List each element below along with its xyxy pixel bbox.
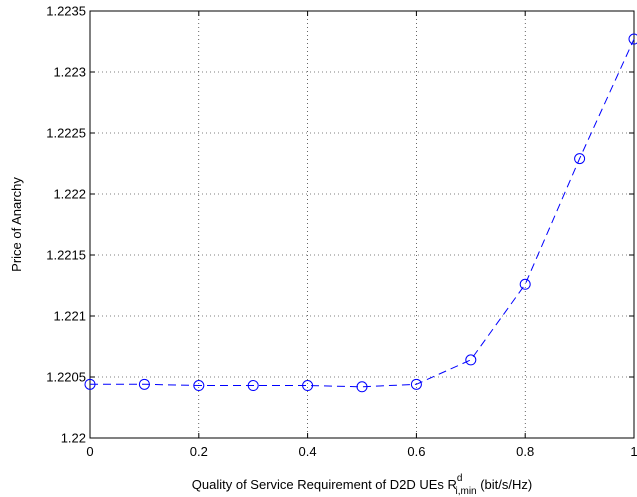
data-point-marker [193, 380, 205, 392]
data-point-marker [465, 354, 477, 366]
data-point-marker [138, 378, 150, 390]
x-tick-label: 1 [630, 444, 637, 459]
data-point-marker [247, 380, 259, 392]
x-axis-label-prefix: Quality of Service Requirement of D2D UE… [192, 477, 457, 492]
x-axis-label-subscript: i,min [455, 486, 476, 497]
x-axis-label-superscript: d [457, 473, 463, 484]
y-tick-label: 1.2235 [46, 4, 86, 19]
x-axis-label: Quality of Service Requirement of D2D UE… [192, 473, 532, 497]
data-point-marker [410, 378, 422, 390]
y-tick-label: 1.221 [53, 309, 86, 324]
data-point-marker [574, 153, 586, 165]
x-tick-label: 0.4 [299, 444, 317, 459]
data-point-marker [302, 380, 314, 392]
x-axis-label-suffix: (bit/s/Hz) [477, 477, 533, 492]
axis-ticks: 0 0.2 0.4 0.6 0.8 1 1.22 1.2205 1.221 1.2215 1.222… [46, 4, 637, 460]
data-point-marker [628, 33, 637, 45]
y-tick-label: 1.223 [53, 65, 86, 80]
y-tick-label: 1.2225 [46, 126, 86, 141]
y-tick-label: 1.2215 [46, 248, 86, 263]
x-tick-label: 0.8 [516, 444, 534, 459]
y-tick-label: 1.2205 [46, 370, 86, 385]
plot-area-frame [89, 10, 635, 439]
x-tick-label: 0 [86, 444, 93, 459]
data-point-marker [84, 378, 96, 390]
series-group [84, 33, 637, 393]
y-tick-label: 1.222 [53, 187, 86, 202]
y-axis-label: Price of Anarchy [9, 177, 24, 272]
series-line [90, 38, 635, 388]
x-tick-label: 0.6 [407, 444, 425, 459]
y-tick-label: 1.22 [61, 431, 86, 446]
data-point-marker [519, 278, 531, 290]
x-tick-label: 0.2 [190, 444, 208, 459]
data-point-marker [356, 381, 368, 393]
grid-lines [90, 11, 634, 438]
